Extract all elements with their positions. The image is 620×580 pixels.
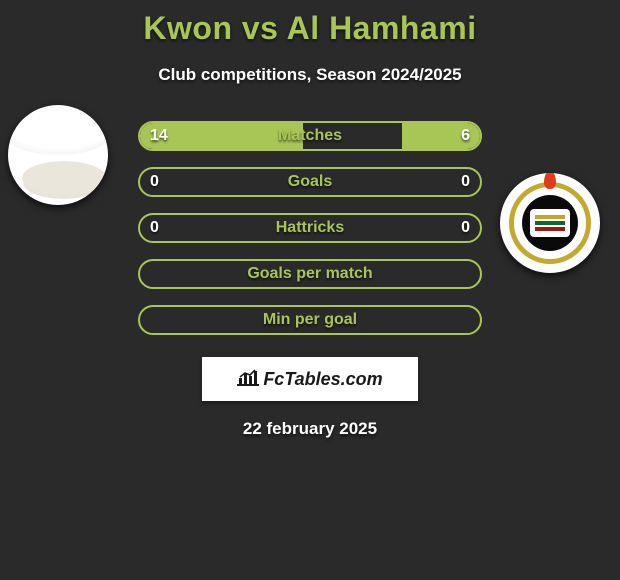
comparison-card: Kwon vs Al Hamhami Club competitions, Se…	[0, 0, 620, 439]
stat-bar: 0 Goals 0	[138, 167, 482, 197]
stat-bar: 0 Hattricks 0	[138, 213, 482, 243]
stats-area: 14 Matches 6 0 Goals 0 0	[0, 113, 620, 343]
stat-right-value: 6	[451, 123, 480, 149]
stat-bar: Goals per match	[138, 259, 482, 289]
stat-row: Min per goal	[20, 297, 600, 343]
player-right-badge	[500, 173, 600, 273]
footer-date: 22 february 2025	[0, 419, 620, 439]
stat-bar: Min per goal	[138, 305, 482, 335]
stat-label: Min per goal	[140, 307, 480, 333]
page-title: Kwon vs Al Hamhami	[0, 0, 620, 47]
player-left-photo	[8, 105, 108, 205]
page-subtitle: Club competitions, Season 2024/2025	[0, 65, 620, 85]
stat-bar: 14 Matches 6	[138, 121, 482, 151]
branding-text: FcTables.com	[263, 369, 382, 390]
stat-label: Matches	[140, 123, 480, 149]
branding-logo: FcTables.com	[237, 368, 382, 391]
stat-right-value: 0	[451, 169, 480, 195]
stat-label: Goals per match	[140, 261, 480, 287]
stat-label: Hattricks	[140, 215, 480, 241]
stat-row: Goals per match	[20, 251, 600, 297]
stat-label: Goals	[140, 169, 480, 195]
branding-box: FcTables.com	[202, 357, 418, 401]
stat-right-value: 0	[451, 215, 480, 241]
chart-icon	[237, 368, 259, 391]
